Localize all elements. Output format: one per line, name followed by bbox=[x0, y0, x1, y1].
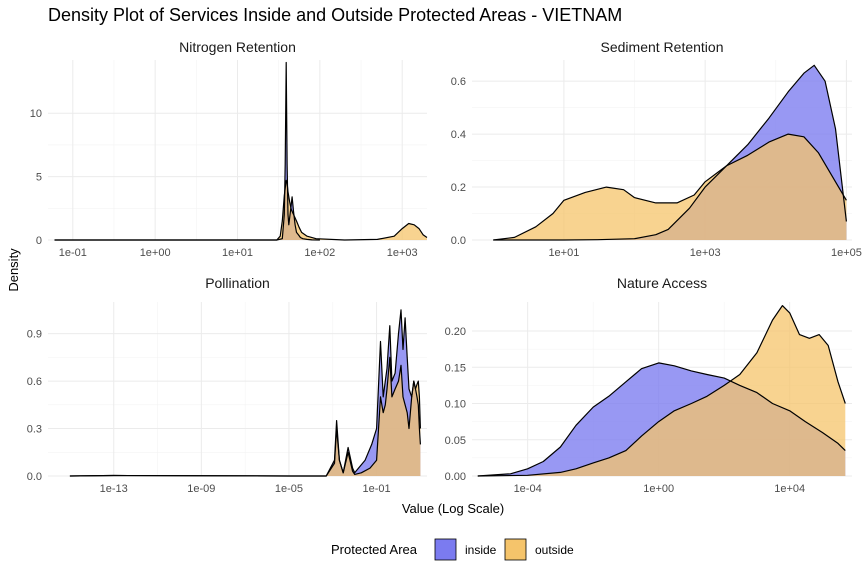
density-line-inside bbox=[477, 362, 846, 477]
legend-title: Protected Area bbox=[331, 542, 418, 557]
density-area-inside bbox=[54, 62, 320, 240]
y-tick-label: 10 bbox=[30, 108, 42, 120]
y-tick-label: 0.3 bbox=[27, 424, 42, 436]
x-tick-label: 1e-01 bbox=[363, 483, 391, 495]
y-tick-label: 0.0 bbox=[27, 471, 42, 483]
y-tick-label: 0.20 bbox=[445, 326, 466, 338]
y-tick-label: 0.0 bbox=[451, 235, 466, 247]
x-tick-label: 1e-09 bbox=[187, 483, 215, 495]
x-tick-label: 1e-01 bbox=[59, 247, 87, 259]
density-line-inside bbox=[54, 61, 320, 241]
y-tick-label: 0.05 bbox=[445, 435, 466, 447]
panel-sediment-retention: Sediment Retention 1e+01 1e+03 1e+05 0.0 0.2 0… bbox=[451, 39, 862, 259]
y-tick-label: 0.6 bbox=[27, 376, 42, 388]
y-tick-label: 0 bbox=[36, 235, 42, 247]
density-line-inside bbox=[493, 64, 847, 241]
gridlines bbox=[48, 60, 427, 241]
y-tick-label: 0.2 bbox=[451, 182, 466, 194]
legend-key-outside bbox=[504, 538, 527, 561]
x-tick-label: 1e-04 bbox=[514, 483, 542, 495]
density-line-outside bbox=[493, 133, 847, 241]
y-tick-label: 0.10 bbox=[445, 399, 466, 411]
x-tick-label: 1e+05 bbox=[831, 247, 862, 259]
chart-title: Density Plot of Services Inside and Outs… bbox=[48, 5, 622, 25]
density-line-outside bbox=[69, 356, 421, 477]
legend-label-inside: inside bbox=[465, 543, 497, 557]
x-tick-label: 1e+03 bbox=[690, 247, 721, 259]
y-tick-label: 5 bbox=[36, 172, 42, 184]
legend: Protected Area inside outside bbox=[331, 538, 574, 561]
density-line-outside bbox=[54, 179, 428, 241]
x-tick-label: 1e+01 bbox=[548, 247, 579, 259]
y-tick-label: 0.6 bbox=[451, 76, 466, 88]
x-tick-label: 1e-05 bbox=[275, 483, 303, 495]
x-tick-label: 1e+00 bbox=[140, 247, 171, 259]
facet-panels: Nitrogen Retention 1e-01 1e+00 1e+01 1e+02 1e… bbox=[27, 39, 862, 495]
y-tick-label: 0.9 bbox=[27, 329, 42, 341]
panel-nitrogen-retention: Nitrogen Retention 1e-01 1e+00 1e+01 1e+02 1e… bbox=[30, 39, 428, 259]
legend-label-outside: outside bbox=[535, 543, 574, 557]
y-axis-label: Density bbox=[6, 248, 21, 292]
x-tick-label: 1e+04 bbox=[774, 483, 805, 495]
panel-title: Nitrogen Retention bbox=[179, 39, 296, 55]
panel-nature-access: Nature Access 1e-04 1e+00 1e+04 0.00 0.05 0.10… bbox=[445, 275, 852, 495]
panel-pollination: Pollination 1e-13 1e-09 1e-05 1e-01 0.0 0.3 0.6… bbox=[27, 275, 427, 495]
panel-title: Nature Access bbox=[617, 275, 707, 291]
panel-title: Pollination bbox=[205, 275, 270, 291]
density-area-outside bbox=[54, 180, 427, 240]
x-axis-label: Value (Log Scale) bbox=[402, 501, 504, 516]
panel-title: Sediment Retention bbox=[601, 39, 724, 55]
y-tick-label: 0.15 bbox=[445, 362, 466, 374]
y-tick-label: 0.00 bbox=[445, 471, 466, 483]
density-area-outside bbox=[477, 305, 846, 476]
density-area-outside bbox=[493, 134, 847, 240]
density-line-outside bbox=[477, 305, 846, 477]
legend-key-inside bbox=[434, 538, 457, 561]
density-area-outside bbox=[69, 357, 421, 476]
x-tick-label: 1e+01 bbox=[222, 247, 253, 259]
x-tick-label: 1e+00 bbox=[643, 483, 674, 495]
x-tick-label: 1e+03 bbox=[387, 247, 418, 259]
x-tick-label: 1e-13 bbox=[100, 483, 128, 495]
x-tick-label: 1e+02 bbox=[304, 247, 335, 259]
y-tick-label: 0.4 bbox=[451, 129, 466, 141]
